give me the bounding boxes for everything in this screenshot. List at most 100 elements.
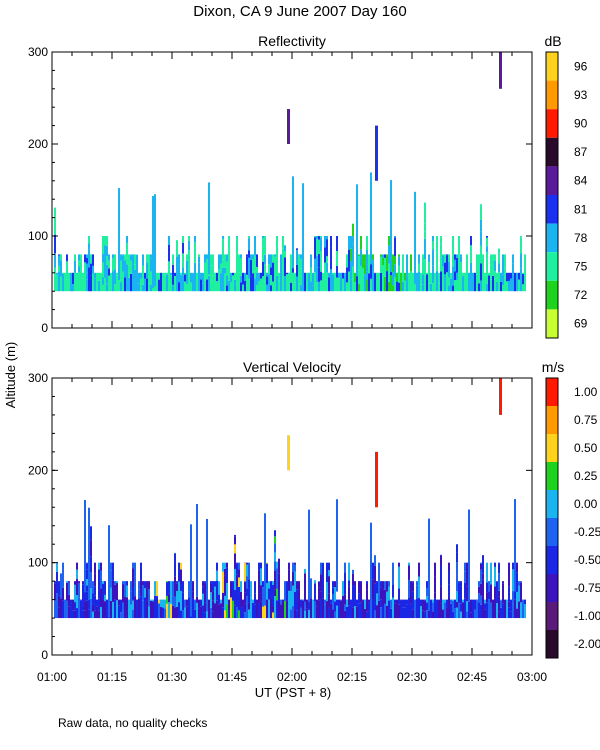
data-cell [280,272,282,281]
data-cell [420,284,422,292]
data-cell [480,280,482,292]
data-cell [202,593,204,606]
data-cell [354,272,356,283]
colorbar-label: 0.00 [574,497,598,511]
data-cell [266,563,268,584]
data-cell [250,259,252,277]
data-cell [494,271,496,280]
data-cell [238,593,240,611]
colorbar-label: 1.00 [574,385,598,399]
data-cell [236,574,238,587]
data-cell [344,572,346,595]
data-cell [236,562,238,564]
data-cell [292,272,294,292]
data-cell [482,555,484,574]
data-cell [368,263,370,274]
colorbar-swatch [546,574,558,602]
data-cell [382,589,384,606]
data-cell [98,272,100,281]
data-cell [510,611,512,619]
data-cell [314,283,316,292]
data-cell [394,277,396,292]
y-tick-label: 200 [28,463,48,477]
data-cell [132,577,134,587]
data-cell [290,254,292,263]
data-cell [426,587,428,597]
data-cell [344,562,346,573]
colorbar-swatch [546,109,558,138]
data-cell [88,267,90,277]
data-cell [204,612,206,619]
data-cell [490,562,492,571]
data-cell [68,281,70,292]
data-cell [378,600,380,619]
data-cell [312,272,314,286]
data-cell [224,568,226,576]
y-axis-label: Altitude (m) [3,342,18,408]
data-cell [72,284,74,292]
colorbar-label: 0.50 [574,441,598,455]
data-cell [176,590,178,607]
data-cell [480,204,482,206]
data-cell [234,568,236,590]
data-cell [80,599,82,601]
data-cell [280,599,282,605]
data-cell [140,608,142,619]
data-cell [408,565,410,580]
data-cell [422,254,424,262]
data-cell [432,265,434,284]
data-cell [150,600,152,619]
data-cell [358,581,360,594]
data-cell [244,592,246,604]
data-cell [402,273,404,282]
x-tick-label: 02:15 [337,670,367,684]
data-cell [188,591,190,598]
data-cell [96,280,98,292]
data-cell [100,273,102,292]
data-cell [88,249,90,268]
data-cell [496,273,498,283]
data-cell [358,593,360,604]
data-cell [372,562,374,580]
colorbar-swatch [546,280,558,310]
data-cell [276,600,278,619]
data-cell [516,562,518,573]
data-cell [366,589,368,612]
data-cell [466,579,468,587]
data-cell [432,602,434,612]
data-cell [454,599,456,609]
data-cell [86,585,88,592]
data-cell [504,268,506,278]
data-cell [494,260,496,272]
data-cell [164,275,166,292]
data-cell [434,598,436,619]
colorbar-label: 90 [574,117,588,131]
data-cell [54,216,56,235]
data-cell [502,583,504,604]
data-cell [444,599,446,603]
data-cell [418,263,420,272]
data-cell [378,272,380,292]
data-cell [290,609,292,619]
data-cell [446,278,448,292]
data-cell [498,611,500,619]
data-cell [294,564,296,572]
data-cell [516,591,518,609]
data-cell [262,247,264,262]
data-cell [470,599,472,613]
data-cell [190,282,192,292]
data-cell [366,279,368,292]
data-cell [288,606,290,619]
data-cell [134,269,136,292]
data-cell [232,275,234,292]
data-cell [456,591,458,603]
data-cell [480,231,482,246]
data-cell [334,581,336,588]
data-cell [476,274,478,292]
data-cell [242,284,244,292]
data-cell [92,273,94,292]
data-cell [188,597,190,619]
data-cell [124,597,126,619]
data-cell [310,578,312,599]
data-cell [400,281,402,292]
